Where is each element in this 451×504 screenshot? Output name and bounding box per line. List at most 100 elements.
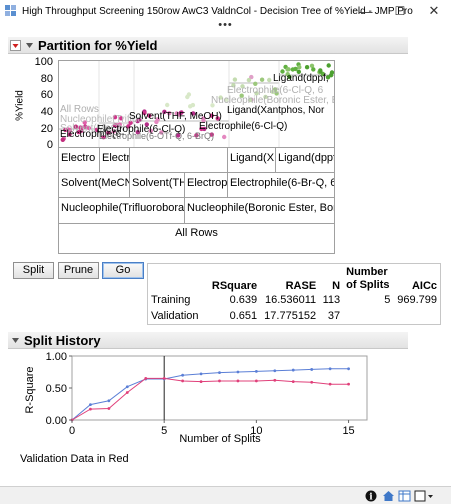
partition-data-point[interactable] [178,110,184,115]
partition-data-point[interactable] [148,128,154,133]
more-options-handle[interactable]: ••• [218,19,233,31]
partition-data-point[interactable] [155,117,160,122]
go-button[interactable]: Go [102,262,144,279]
partition-data-point[interactable] [82,120,87,125]
partition-data-point[interactable] [111,129,116,134]
partition-data-point[interactable] [126,124,131,129]
partition-data-point[interactable] [142,110,147,116]
partition-data-point[interactable] [239,93,244,98]
partition-data-point[interactable] [94,127,99,133]
partition-data-point[interactable] [326,63,331,68]
partition-data-point[interactable] [117,122,122,127]
partition-data-point[interactable] [135,130,140,135]
partition-data-point[interactable] [318,69,323,74]
close-button[interactable]: ✕ [428,3,440,18]
partition-data-point[interactable] [274,91,279,96]
red-triangle-menu-icon[interactable] [10,39,21,51]
partition-data-point[interactable] [201,118,206,123]
partition-data-point[interactable] [65,127,70,132]
partition-data-point[interactable] [222,134,227,140]
minimize-button[interactable]: — [359,3,373,19]
tree-root-node[interactable]: All Rows [59,224,335,254]
partition-data-point[interactable] [78,125,83,130]
tree-node[interactable]: Electrop [185,173,228,198]
partition-data-point[interactable] [286,67,291,72]
partition-data-point[interactable] [329,70,334,75]
tree-node[interactable]: Electrophile(6-Br-Q, 6 [228,173,335,198]
partition-data-point[interactable] [101,135,106,140]
partition-data-point[interactable] [144,122,149,127]
partition-data-point[interactable] [175,133,181,138]
partition-data-point[interactable] [267,77,272,83]
partition-data-point[interactable] [209,132,214,137]
partition-data-point[interactable] [218,95,223,100]
partition-data-point[interactable] [167,111,172,116]
partition-data-point[interactable] [106,130,111,135]
tree-node[interactable]: Ligand(dppf [276,148,335,173]
prune-button[interactable]: Prune [58,262,99,279]
partition-data-point[interactable] [232,77,238,82]
split-button[interactable]: Split [13,262,54,279]
partition-plot[interactable]: All Rows Nucleophile(Trifluo Solvent(MeC… [58,60,335,148]
split-history-chart[interactable]: 1.00 0.50 0.000 5 10 15 R-Square Number of Sp… [0,350,451,470]
partition-data-point[interactable] [128,120,133,125]
partition-data-point[interactable] [263,94,268,100]
partition-data-point[interactable] [280,69,285,74]
partition-data-point[interactable] [253,81,258,86]
partition-data-point[interactable] [194,133,199,138]
tree-node[interactable]: Solvent(TH [130,173,185,198]
info-icon[interactable]: i [365,490,377,502]
partition-data-point[interactable] [67,132,72,137]
partition-data-point[interactable] [119,116,124,121]
partition-data-point[interactable] [83,124,88,129]
tree-node[interactable]: Nucleophile(Boronic Ester, Bor [185,198,335,224]
partition-data-point[interactable] [60,137,65,142]
split-history-outline-header[interactable]: Split History [8,332,408,349]
data-table-icon[interactable] [398,490,411,502]
partition-data-point[interactable] [112,123,118,128]
partition-data-point[interactable] [86,125,91,131]
tree-node[interactable] [130,148,228,173]
partition-outline-header[interactable]: Partition for %Yield [8,37,408,54]
tree-node[interactable]: Ligand(X [228,148,276,173]
partition-data-point[interactable] [112,115,118,120]
tree-node[interactable]: Nucleophile(Trifluorobora [59,198,185,224]
partition-data-point[interactable] [297,65,302,70]
partition-data-point[interactable] [325,75,331,80]
partition-data-point[interactable] [210,103,215,108]
partition-data-point[interactable] [135,118,140,124]
partition-data-point[interactable] [224,97,229,102]
partition-data-point[interactable] [246,77,252,83]
tree-node[interactable]: Electro [59,148,100,173]
home-icon[interactable] [382,490,395,502]
collapse-disclosure-icon[interactable] [10,335,21,346]
partition-data-point[interactable] [304,65,310,70]
partition-data-point[interactable] [209,113,214,118]
partition-data-point[interactable] [185,94,190,100]
partition-data-point[interactable] [191,111,196,116]
partition-data-point[interactable] [287,74,292,80]
window-list-icon[interactable] [414,490,434,502]
partition-data-point[interactable] [254,91,259,96]
partition-data-point[interactable] [309,63,315,68]
partition-data-point[interactable] [296,69,301,74]
partition-data-point[interactable] [249,74,254,80]
partition-data-point[interactable] [165,102,170,108]
partition-data-point[interactable] [159,130,164,135]
collapse-disclosure-icon[interactable] [24,40,35,51]
partition-data-point[interactable] [73,124,78,129]
tree-node[interactable]: Solvent(MeCN [59,173,130,198]
partition-data-point[interactable] [162,109,167,114]
partition-data-point[interactable] [259,77,265,82]
partition-data-point[interactable] [199,126,204,132]
partition-data-point[interactable] [293,66,298,72]
partition-data-point[interactable] [248,97,253,103]
partition-data-point[interactable] [240,84,245,89]
partition-data-point[interactable] [215,116,220,121]
partition-data-point[interactable] [188,104,193,109]
maximize-button[interactable]: ☐ [394,4,406,18]
partition-data-point[interactable] [231,83,236,88]
partition-data-point[interactable] [311,67,316,72]
partition-data-point[interactable] [270,89,275,94]
partition-data-point[interactable] [147,113,152,118]
